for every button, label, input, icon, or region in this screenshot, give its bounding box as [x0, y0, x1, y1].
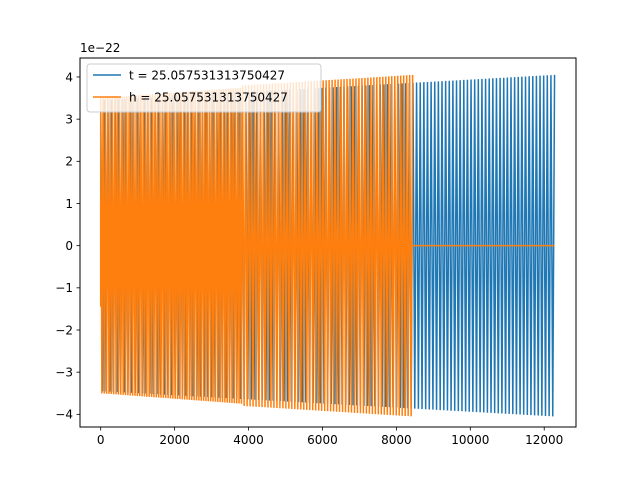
plot-area — [99, 74, 556, 417]
x-axis: 0 2000 4000 6000 8000 10000 12000 — [97, 427, 563, 447]
y-scale-label: 1e−22 — [80, 41, 120, 55]
legend-label-h: h = 25.057531313750427 — [129, 91, 288, 105]
y-tick-label: −2 — [55, 323, 73, 337]
y-tick-label: 1 — [65, 197, 73, 211]
series-line-h-segment-1 — [241, 74, 414, 417]
legend-label-t: t = 25.057531313750427 — [129, 69, 285, 83]
legend-box — [86, 63, 322, 113]
x-tick-label: 10000 — [451, 433, 489, 447]
x-tick-label: 0 — [97, 433, 105, 447]
x-tick-label: 8000 — [381, 433, 412, 447]
y-axis: −4 −3 −2 −1 0 1 2 3 4 — [55, 70, 80, 422]
y-tick-label: 2 — [65, 155, 73, 169]
y-tick-label: −3 — [55, 365, 73, 379]
axes-frame — [79, 57, 577, 428]
y-tick-label: 3 — [65, 112, 73, 126]
legend: t = 25.057531313750427 h = 25.0575313137… — [86, 63, 322, 113]
y-tick-label: −1 — [55, 281, 73, 295]
x-tick-label: 6000 — [307, 433, 338, 447]
y-tick-label: 0 — [65, 239, 73, 253]
x-tick-label: 4000 — [233, 433, 264, 447]
x-tick-label: 12000 — [525, 433, 563, 447]
y-tick-label: −4 — [55, 408, 73, 422]
y-tick-label: 4 — [65, 70, 73, 84]
x-tick-label: 2000 — [159, 433, 190, 447]
